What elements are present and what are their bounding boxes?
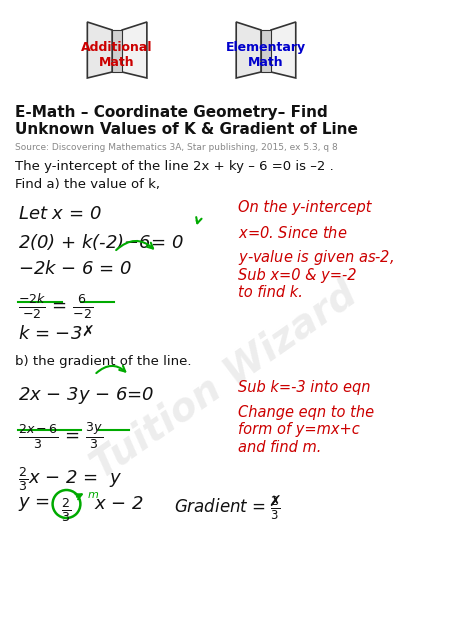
Text: Additional
Math: Additional Math <box>82 41 153 69</box>
Text: On the y-intercept: On the y-intercept <box>238 200 371 215</box>
Text: Unknown Values of K & Gradient of Line: Unknown Values of K & Gradient of Line <box>15 122 358 137</box>
Text: $\frac{2x-6}{3}$ = $\frac{3y}{3}$: $\frac{2x-6}{3}$ = $\frac{3y}{3}$ <box>18 420 103 451</box>
Text: Sub k=-3 into eqn: Sub k=-3 into eqn <box>238 380 371 395</box>
Text: Sub x=0 & y=-2: Sub x=0 & y=-2 <box>238 268 357 283</box>
Text: 2(0) + k(-2)$-$6= 0: 2(0) + k(-2)$-$6= 0 <box>18 232 183 252</box>
Text: $\frac{2}{3}$: $\frac{2}{3}$ <box>62 496 72 524</box>
Text: and find m.: and find m. <box>238 440 322 455</box>
Text: Elementary
Math: Elementary Math <box>226 41 306 69</box>
Text: $-$2k $-$ 6 = 0: $-$2k $-$ 6 = 0 <box>18 260 132 278</box>
Polygon shape <box>112 30 122 72</box>
Text: 2$x$ $-$ 3$y$ $-$ 6=0: 2$x$ $-$ 3$y$ $-$ 6=0 <box>18 385 154 406</box>
Text: k = $-$3: k = $-$3 <box>18 325 82 343</box>
Text: $x$=0. Since the: $x$=0. Since the <box>238 225 348 241</box>
Text: The y-intercept of the line 2x + ky – 6 =0 is –2 .: The y-intercept of the line 2x + ky – 6 … <box>15 160 334 173</box>
Text: $\frac{-2k}{-2}$ = $\frac{6}{-2}$: $\frac{-2k}{-2}$ = $\frac{6}{-2}$ <box>18 292 93 321</box>
Text: Source: Discovering Mathematics 3A, Star publishing, 2015, ex 5.3, q 8: Source: Discovering Mathematics 3A, Star… <box>15 143 337 152</box>
Text: ✗: ✗ <box>82 325 94 340</box>
Text: $x$ $-$ 2: $x$ $-$ 2 <box>94 495 144 513</box>
Text: Tuition Wizard: Tuition Wizard <box>85 275 364 486</box>
Polygon shape <box>87 22 112 78</box>
Text: Gradient = $\frac{2}{3}$: Gradient = $\frac{2}{3}$ <box>173 495 280 522</box>
Text: $y$-value is given as-2,: $y$-value is given as-2, <box>238 248 394 267</box>
Text: form of y=mx+c: form of y=mx+c <box>238 422 360 437</box>
Polygon shape <box>236 22 261 78</box>
Text: m: m <box>87 490 98 500</box>
Text: Find a) the value of k,: Find a) the value of k, <box>15 178 160 191</box>
Polygon shape <box>261 30 271 72</box>
Polygon shape <box>271 22 296 78</box>
Polygon shape <box>122 22 147 78</box>
Text: b) the gradient of the line.: b) the gradient of the line. <box>15 355 191 368</box>
Text: Change eqn to the: Change eqn to the <box>238 405 374 420</box>
Text: to find k.: to find k. <box>238 285 303 300</box>
Text: E-Math – Coordinate Geometry– Find: E-Math – Coordinate Geometry– Find <box>15 105 328 120</box>
Text: Let $x$ = 0: Let $x$ = 0 <box>18 205 101 223</box>
Text: $\frac{2}{3}$$x$ $-$ 2 =  $y$: $\frac{2}{3}$$x$ $-$ 2 = $y$ <box>18 465 122 493</box>
Text: $y$ =: $y$ = <box>18 495 52 513</box>
Text: ✗: ✗ <box>268 495 281 510</box>
